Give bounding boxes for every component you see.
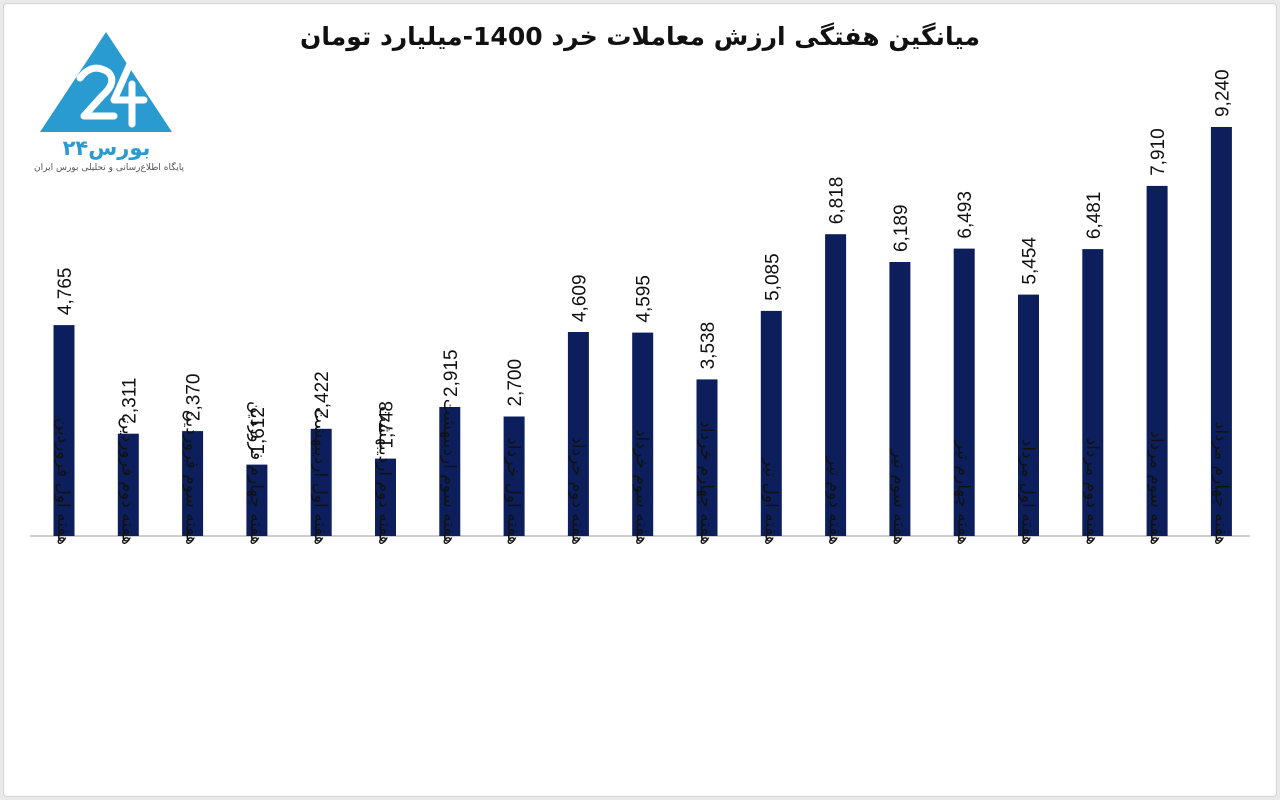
bar-value-label: 6,493	[955, 191, 976, 239]
bar	[1018, 294, 1039, 536]
category-labels-group: هفته اول فروردین هفته دوم فروردین هفته سوم…	[53, 399, 1230, 545]
category-label: هفته دوم خرداد	[567, 436, 587, 545]
bourse24-logo: بورس۲۴ پایگاه اطلاع‌رسانی و تحلیلی بورس …	[14, 32, 204, 182]
bar	[1082, 249, 1104, 536]
bar-value-label: 9,240	[1212, 69, 1233, 117]
category-label: هفته اول اردیبهشت	[310, 407, 330, 545]
category-label: هفته چهارم مرداد	[1210, 422, 1230, 545]
category-label: هفته چهارم تیر	[953, 440, 973, 545]
category-label: هفته اول خرداد	[503, 437, 523, 545]
category-label: هفته سوم خرداد	[632, 429, 652, 545]
chart-title: میانگین هفتگی ارزش معاملات خرد 1400-میلی…	[299, 22, 981, 51]
bar	[503, 416, 525, 536]
bar-value-label: 4,765	[55, 268, 76, 316]
bars-group	[53, 127, 1232, 536]
bar	[889, 262, 911, 536]
category-label: هفته دوم اردیبهشت	[375, 406, 395, 545]
bar	[567, 332, 589, 536]
bar-value-label: 2,422	[312, 371, 333, 419]
bar-value-label: 2,915	[441, 349, 462, 397]
bar-value-label: 4,609	[569, 274, 590, 322]
bar	[53, 325, 75, 536]
logo-tagline: پایگاه اطلاع‌رسانی و تحلیلی بورس ایران	[34, 163, 184, 173]
bar	[760, 310, 782, 536]
bar	[117, 433, 139, 536]
category-label: هفته دوم تیر	[825, 456, 845, 545]
category-label: هفته دوم فروردین	[117, 417, 137, 545]
bar	[182, 431, 204, 536]
bar	[825, 234, 847, 536]
bar-value-label: 4,595	[634, 275, 655, 323]
category-label: هفته چهارم فروردین	[246, 401, 266, 545]
bar-value-label: 1,748	[377, 401, 398, 449]
category-label: هفته اول تیر	[760, 457, 780, 545]
category-label: هفته اول مرداد	[1018, 439, 1038, 545]
bar	[696, 379, 718, 536]
category-label: هفته سوم مرداد	[1146, 430, 1166, 545]
bar	[1210, 127, 1232, 536]
bar-value-label: 3,538	[698, 322, 719, 370]
category-label: هفته سوم تیر	[889, 449, 909, 545]
bar-value-label: 2,700	[505, 359, 526, 407]
category-label: هفته سوم فروردین	[182, 410, 202, 545]
bar-value-label: 6,189	[891, 204, 912, 252]
bar-value-label: 5,085	[762, 253, 783, 301]
logo-triangle-icon	[40, 32, 172, 132]
bar-value-label: 6,481	[1084, 192, 1105, 240]
bar	[439, 407, 461, 536]
bar-value-label: 6,818	[827, 177, 848, 225]
category-label: هفته چهارم خرداد	[696, 420, 716, 545]
bar	[632, 332, 654, 536]
category-label: هفته اول فروردین	[53, 418, 73, 545]
bar	[1146, 185, 1168, 536]
category-label: هفته دوم مرداد	[1082, 438, 1102, 545]
bar-value-label: 1,612	[248, 407, 269, 455]
bar	[310, 428, 332, 536]
bar	[375, 458, 396, 536]
category-label: هفته سوم اردیبهشت	[439, 399, 459, 545]
bar-value-label: 2,370	[184, 374, 205, 422]
value-labels-group: 4,765 2,311 2,370 1,612 2,422 1,748 2,915 2,700…	[55, 69, 1233, 454]
logo-brand-text: بورس۲۴	[62, 136, 151, 160]
bar	[246, 464, 268, 536]
bar-value-label: 5,454	[1020, 237, 1041, 285]
bar-value-label: 7,910	[1148, 128, 1169, 176]
bar	[953, 248, 975, 536]
bar-value-label: 2,311	[119, 378, 140, 424]
